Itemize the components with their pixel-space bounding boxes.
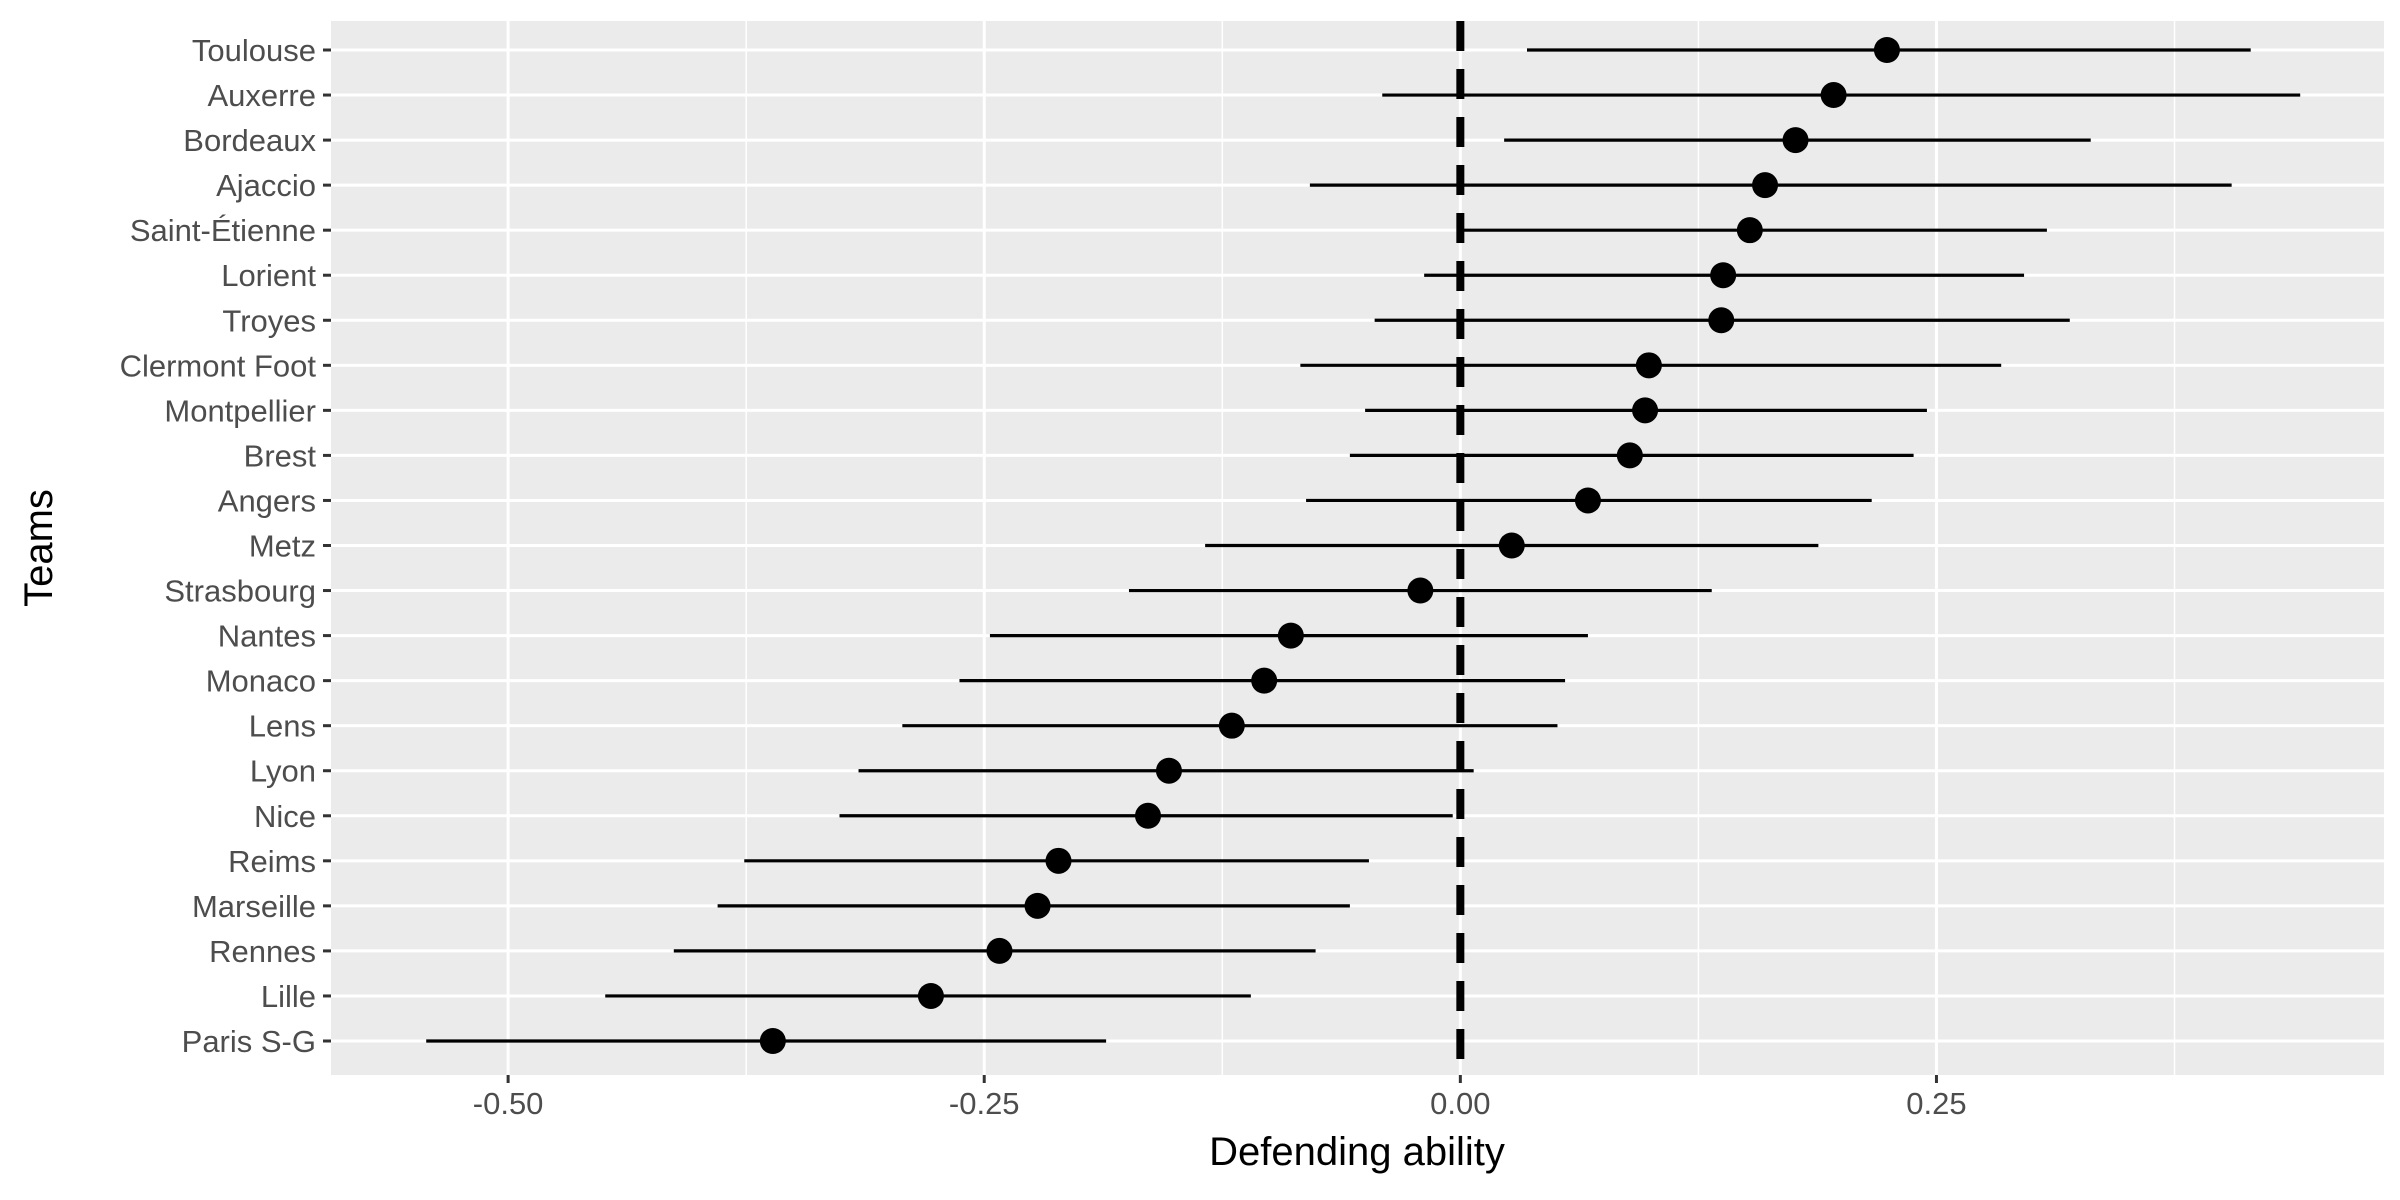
- team-label: Troyes: [222, 303, 316, 338]
- team-label: Toulouse: [192, 33, 316, 68]
- team-label: Nice: [254, 799, 316, 834]
- team-label: Lens: [249, 709, 316, 744]
- panel-background: [331, 21, 2384, 1075]
- point-estimates: [759, 37, 1900, 1054]
- team-label: Nantes: [218, 619, 316, 654]
- team-label: Monaco: [206, 664, 316, 699]
- x-tick-label: 0.25: [1906, 1086, 1966, 1121]
- team-label: Metz: [249, 529, 316, 564]
- point-estimate: [1782, 127, 1809, 154]
- point-estimate: [1218, 712, 1245, 739]
- point-estimate: [759, 1028, 786, 1054]
- point-estimate: [1752, 172, 1779, 199]
- team-label: Lyon: [250, 754, 316, 789]
- team-label: Montpellier: [164, 393, 316, 428]
- point-estimate: [1710, 262, 1737, 289]
- point-estimate: [1277, 622, 1304, 649]
- point-estimate: [917, 982, 944, 1009]
- point-estimate: [1407, 577, 1434, 604]
- team-label: Auxerre: [207, 78, 316, 113]
- team-label: Marseille: [192, 889, 316, 924]
- point-estimate: [1574, 487, 1601, 514]
- minor-gridlines: [745, 21, 2176, 1075]
- point-estimate: [1616, 442, 1643, 469]
- point-estimate: [1251, 667, 1278, 694]
- point-estimate: [1045, 847, 1072, 874]
- x-tick-label: -0.25: [949, 1086, 1020, 1121]
- team-label: Rennes: [209, 934, 316, 969]
- point-estimate: [1024, 892, 1051, 919]
- point-estimate: [1635, 352, 1662, 379]
- y-axis: Toulouse Auxerre Bordeaux Ajaccio Saint-Étie…: [120, 33, 331, 1059]
- team-label: Reims: [228, 844, 316, 879]
- point-estimate: [1498, 532, 1525, 559]
- point-estimate: [986, 937, 1013, 964]
- team-label: Strasbourg: [164, 574, 316, 609]
- x-axis-title: Defending ability: [1209, 1130, 1505, 1174]
- x-axis: -0.50 -0.25 0.00 0.25: [473, 1075, 1967, 1121]
- point-estimate: [1632, 397, 1659, 424]
- point-estimate: [1708, 307, 1735, 334]
- team-label: Paris S-G: [182, 1024, 316, 1059]
- team-label: Angers: [218, 483, 316, 518]
- team-label: Brest: [244, 438, 317, 473]
- team-label: Lorient: [221, 258, 316, 293]
- point-estimate: [1873, 37, 1900, 63]
- y-axis-title: Teams: [17, 489, 61, 607]
- team-label: Bordeaux: [183, 123, 316, 158]
- team-label: Lille: [261, 979, 316, 1014]
- point-estimate: [1820, 82, 1847, 109]
- team-label: Ajaccio: [216, 168, 316, 203]
- point-estimate: [1155, 757, 1182, 784]
- team-label: Clermont Foot: [120, 348, 317, 383]
- x-tick-label: -0.50: [473, 1086, 544, 1121]
- point-estimate: [1736, 217, 1763, 244]
- team-label: Saint-Étienne: [130, 213, 316, 248]
- x-tick-label: 0.00: [1430, 1086, 1490, 1121]
- point-estimate: [1135, 802, 1162, 829]
